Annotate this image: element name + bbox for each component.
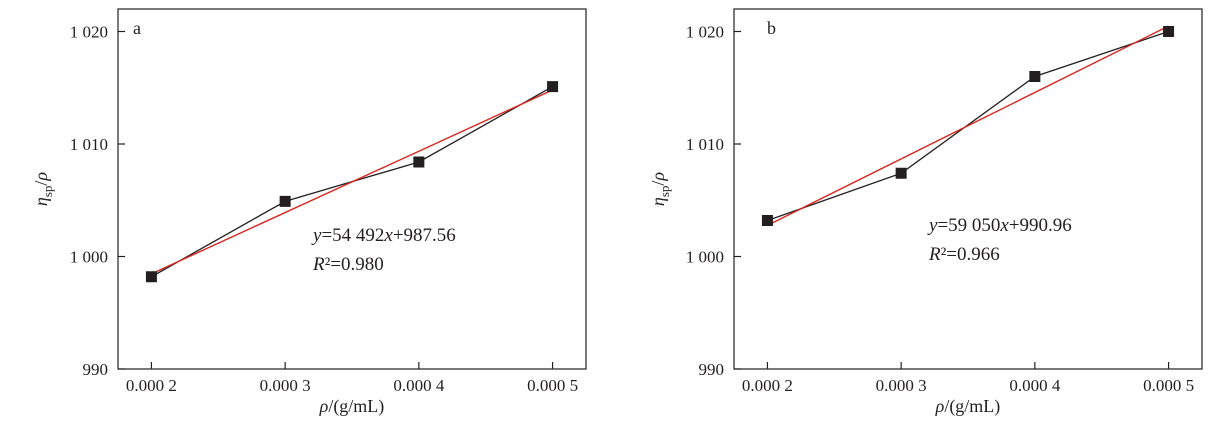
panel-b-x-tick-label: 0.000 4 bbox=[1009, 376, 1061, 395]
panel-a-x-tick-label: 0.000 2 bbox=[126, 376, 177, 395]
panel-a-data-point bbox=[279, 195, 291, 207]
panel-a-y-tick-label: 1 020 bbox=[70, 23, 108, 42]
panel-b-y-tick-label: 990 bbox=[699, 360, 725, 379]
panel-b-panel-letter: b bbox=[767, 18, 776, 38]
panel-a-fit-equation: y=54 492x+987.56 bbox=[311, 225, 456, 246]
panel-a-y-tick-label: 990 bbox=[83, 360, 109, 379]
panel-b-series-line bbox=[767, 30, 1169, 222]
panel-b-x-axis-label: ρ/(g/mL) bbox=[935, 396, 1001, 417]
panel-b-x-tick-label: 0.000 2 bbox=[742, 376, 793, 395]
panel-a-r-squared: R²=0.980 bbox=[312, 254, 384, 275]
panel-a-y-tick-label: 1 000 bbox=[70, 248, 108, 267]
panel-b-r-squared: R²=0.966 bbox=[928, 244, 1000, 265]
panel-b-y-axis-label: ηsp/ρ bbox=[648, 172, 672, 207]
panel-a-panel-letter: a bbox=[133, 18, 141, 38]
panel-a-x-tick-label: 0.000 5 bbox=[527, 376, 578, 395]
panel-a-data-point bbox=[547, 81, 559, 93]
panel-a-data-point bbox=[145, 271, 157, 283]
panel-a-data-point bbox=[413, 156, 425, 168]
panel-a-y-tick-label: 1 010 bbox=[70, 135, 108, 154]
panel-b-x-tick-label: 0.000 3 bbox=[876, 376, 927, 395]
panel-b-chart: 0.000 2 0.000 3 0.000 4 0.000 5 990 1 000 1 01… bbox=[648, 8, 1203, 417]
panel-a-y-axis-label: ηsp/ρ bbox=[31, 172, 55, 207]
panel-a-x-tick-label: 0.000 4 bbox=[393, 376, 445, 395]
panel-b-fit-line bbox=[767, 25, 1169, 226]
panel-b-data-point bbox=[761, 215, 773, 226]
panel-a-fit-line bbox=[151, 89, 553, 275]
panel-b-fit-equation: y=59 050x+990.96 bbox=[927, 215, 1072, 236]
panel-a-chart: 0.000 2 0.000 3 0.000 4 0.000 5 990 1 000 1 01… bbox=[31, 8, 587, 417]
panel-b-y-tick-label: 1 020 bbox=[686, 23, 724, 42]
panel-a-x-axis-label: ρ/(g/mL) bbox=[319, 396, 385, 417]
panel-b-data-point bbox=[895, 167, 907, 179]
panel-b-y-tick-label: 1 000 bbox=[686, 248, 724, 267]
panel-b-y-tick-label: 1 010 bbox=[686, 135, 724, 154]
panel-a-plot-frame bbox=[117, 8, 587, 370]
panel-b-data-point bbox=[1163, 26, 1175, 37]
panel-a-x-tick-label: 0.000 3 bbox=[260, 376, 311, 395]
panel-b-plot-frame bbox=[733, 8, 1203, 370]
panel-b-x-tick-label: 0.000 5 bbox=[1143, 376, 1194, 395]
panel-b-data-point bbox=[1029, 71, 1041, 82]
